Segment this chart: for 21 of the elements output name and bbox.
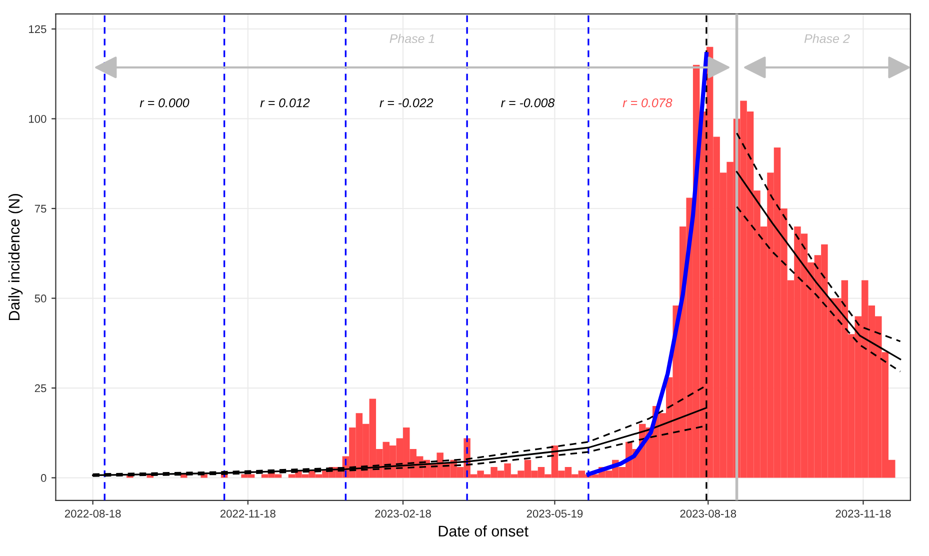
annotation: r = 0.012: [260, 98, 310, 108]
annotation: r = 0.000: [140, 98, 190, 108]
y-tick-label: 125: [29, 25, 46, 34]
y-tick-label: 25: [34, 384, 46, 392]
y-axis-title: Daily incidence (N): [8, 194, 23, 320]
x-tick-label: 2022-08-18: [64, 510, 121, 518]
annotation: Phase 1: [390, 34, 434, 44]
x-tick-label: 2023-02-18: [375, 510, 431, 518]
y-tick-label: 100: [29, 115, 46, 123]
y-tick-label: 50: [34, 294, 46, 302]
annotation: Phase 2: [804, 34, 850, 44]
x-tick-label: 2023-08-18: [680, 510, 736, 518]
y-tick-label: 0: [40, 474, 46, 482]
annotation: r = -0.022: [380, 98, 434, 108]
x-tick-label: 2022-11-18: [220, 510, 276, 518]
annotation: r = -0.008: [501, 98, 555, 108]
annotation: r = 0.078: [622, 98, 672, 108]
y-tick-label: 75: [34, 204, 46, 213]
x-axis-title: Date of onset: [438, 525, 528, 537]
x-tick-label: 2023-05-19: [526, 510, 583, 518]
x-tick-label: 2023-11-18: [836, 510, 891, 518]
